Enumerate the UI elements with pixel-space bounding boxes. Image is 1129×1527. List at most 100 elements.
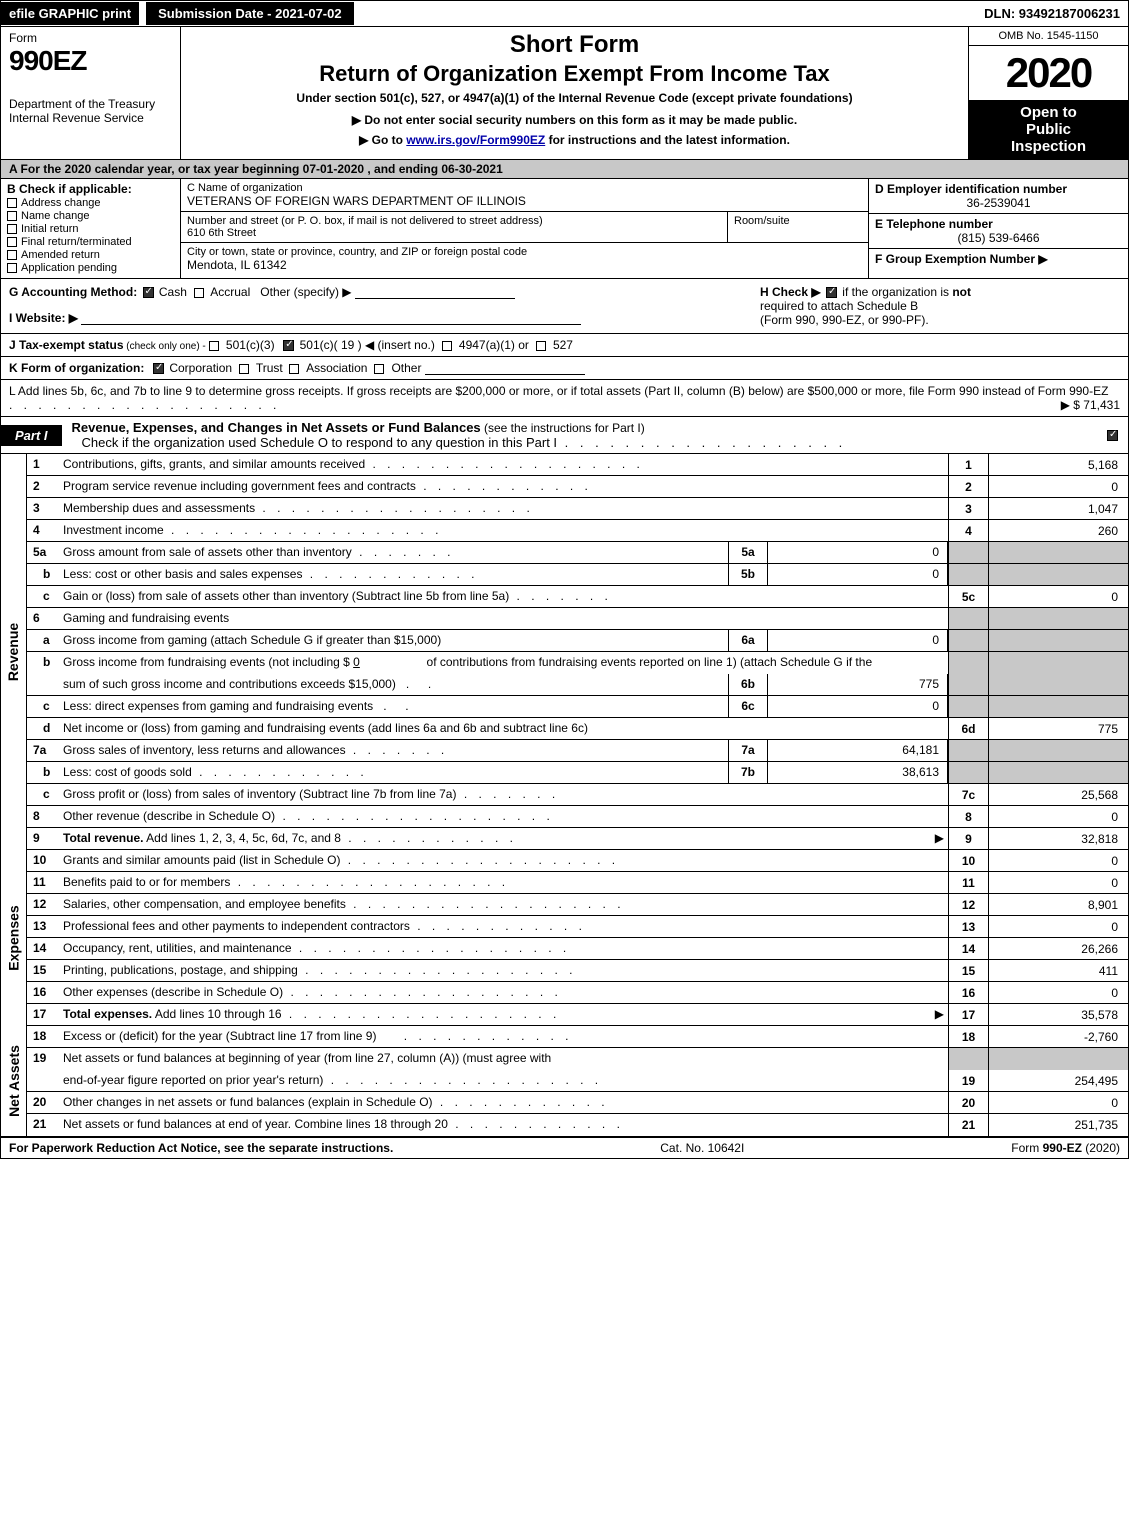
line-desc: Gross income from gaming (attach Schedul…: [63, 630, 728, 651]
line-desc: end-of-year figure reported on prior yea…: [63, 1070, 948, 1091]
checkbox-checked-icon[interactable]: [283, 340, 294, 351]
check-initial-return[interactable]: Initial return: [7, 223, 174, 235]
telephone-header: E Telephone number: [875, 217, 1122, 231]
line-right-val: [988, 608, 1128, 629]
check-name-change[interactable]: Name change: [7, 210, 174, 222]
i-label: I Website: ▶: [9, 311, 78, 325]
org-name-header: C Name of organization: [187, 182, 862, 194]
h-text3: required to attach Schedule B: [760, 299, 1120, 313]
other-input-line[interactable]: [355, 285, 515, 299]
line-right-val: [988, 1048, 1128, 1070]
check-application-pending[interactable]: Application pending: [7, 262, 174, 274]
efile-button[interactable]: efile GRAPHIC print: [1, 2, 139, 25]
line-desc: Salaries, other compensation, and employ…: [63, 894, 948, 915]
line-right-val: [988, 652, 1128, 674]
j-501c: 501(c)( 19 ) ◀ (insert no.): [300, 338, 435, 352]
line-right-num: 12: [948, 894, 988, 915]
ein-value: 36-2539041: [875, 196, 1122, 210]
return-title: Return of Organization Exempt From Incom…: [193, 61, 956, 87]
line-num: c: [27, 696, 63, 717]
line-20: 20 Other changes in net assets or fund b…: [27, 1092, 1128, 1114]
inner-num: 6b: [728, 674, 768, 695]
line-16: 16 Other expenses (describe in Schedule …: [27, 982, 1128, 1004]
open-to-text: Open to: [971, 104, 1126, 121]
line-num: d: [27, 718, 63, 739]
line-num: 3: [27, 498, 63, 519]
form-label: Form: [9, 31, 172, 45]
expenses-label-text: Expenses: [6, 905, 22, 970]
revenue-section: Revenue 1 Contributions, gifts, grants, …: [0, 454, 1129, 850]
line-5c: c Gain or (loss) from sale of assets oth…: [27, 586, 1128, 608]
room-block: Room/suite: [728, 212, 868, 242]
no-ssn-notice: ▶ Do not enter social security numbers o…: [193, 113, 956, 127]
dln-label: DLN: 93492187006231: [976, 2, 1128, 25]
l-text: L Add lines 5b, 6c, and 7b to line 9 to …: [9, 384, 1108, 398]
net-assets-table-body: 18 Excess or (deficit) for the year (Sub…: [27, 1026, 1128, 1136]
row-k-form-org: K Form of organization: Corporation Trus…: [0, 357, 1129, 380]
k-other-input[interactable]: [425, 361, 585, 375]
line-right-num: 21: [948, 1114, 988, 1136]
line-right-num: [948, 674, 988, 695]
inner-num: 6c: [728, 696, 768, 717]
part-1-header: Part I Revenue, Expenses, and Changes in…: [0, 417, 1129, 454]
inner-num: 5a: [728, 542, 768, 563]
irs-gov-link[interactable]: www.irs.gov/Form990EZ: [406, 133, 545, 147]
checkbox-icon[interactable]: [374, 364, 384, 374]
goto-instructions: ▶ Go to www.irs.gov/Form990EZ for instru…: [193, 133, 956, 147]
check-final-return[interactable]: Final return/terminated: [7, 236, 174, 248]
line-right-num: [948, 630, 988, 651]
check-label: Initial return: [21, 223, 78, 235]
line-num: [27, 674, 63, 695]
website-input-line[interactable]: [81, 311, 581, 325]
checkbox-checked-icon[interactable]: [826, 287, 837, 298]
checkbox-checked-icon[interactable]: [143, 287, 154, 298]
line-desc: Less: cost or other basis and sales expe…: [63, 564, 728, 585]
under-section-text: Under section 501(c), 527, or 4947(a)(1)…: [193, 91, 956, 105]
street-header: Number and street (or P. O. box, if mail…: [187, 215, 721, 227]
check-label: Amended return: [21, 249, 100, 261]
checkbox-icon[interactable]: [536, 341, 546, 351]
check-address-change[interactable]: Address change: [7, 197, 174, 209]
street-value: 610 6th Street: [187, 227, 721, 239]
line-num: 2: [27, 476, 63, 497]
checkbox-icon[interactable]: [289, 364, 299, 374]
line-num: c: [27, 784, 63, 805]
expenses-table-body: 10 Grants and similar amounts paid (list…: [27, 850, 1128, 1026]
check-amended-return[interactable]: Amended return: [7, 249, 174, 261]
line-6: 6 Gaming and fundraising events: [27, 608, 1128, 630]
section-b-header: B Check if applicable:: [7, 182, 174, 196]
telephone-block: E Telephone number (815) 539-6466: [869, 214, 1128, 249]
check-label: Address change: [21, 197, 101, 209]
checkbox-icon[interactable]: [209, 341, 219, 351]
j-note: (check only one) -: [124, 341, 209, 352]
department-label: Department of the Treasury: [9, 97, 172, 111]
revenue-side-label: Revenue: [1, 454, 27, 850]
g-label: G Accounting Method:: [9, 285, 137, 299]
row-j-tax-exempt: J Tax-exempt status (check only one) - 5…: [0, 334, 1129, 357]
checkbox-checked-icon[interactable]: [153, 363, 164, 374]
line-desc: Occupancy, rent, utilities, and maintena…: [63, 938, 948, 959]
room-header: Room/suite: [734, 215, 862, 227]
checkbox-icon[interactable]: [194, 288, 204, 298]
line-desc: Other revenue (describe in Schedule O) .…: [63, 806, 948, 827]
line-17: 17 Total expenses. Add lines 10 through …: [27, 1004, 1128, 1026]
city-header: City or town, state or province, country…: [187, 246, 862, 258]
form-number: 990EZ: [9, 45, 172, 77]
checkbox-icon[interactable]: [239, 364, 249, 374]
line-num: 8: [27, 806, 63, 827]
line-9: 9 Total revenue. Add lines 1, 2, 3, 4, 5…: [27, 828, 1128, 850]
line-num: a: [27, 630, 63, 651]
line-right-val: [988, 740, 1128, 761]
line-desc: Investment income . . . . . . . . . . . …: [63, 520, 948, 541]
checkbox-icon[interactable]: [442, 341, 452, 351]
line-desc: Less: cost of goods sold . . . . . . . .…: [63, 762, 728, 783]
line-10: 10 Grants and similar amounts paid (list…: [27, 850, 1128, 872]
line-num: 9: [27, 828, 63, 849]
submission-date-button[interactable]: Submission Date - 2021-07-02: [145, 1, 355, 26]
line-right-num: [948, 652, 988, 674]
inner-num: 5b: [728, 564, 768, 585]
group-exemption-header: F Group Exemption Number ▶: [875, 252, 1122, 266]
line-right-num: 1: [948, 454, 988, 475]
part-1-checkbox[interactable]: [1105, 428, 1128, 442]
line-right-val: 25,568: [988, 784, 1128, 805]
